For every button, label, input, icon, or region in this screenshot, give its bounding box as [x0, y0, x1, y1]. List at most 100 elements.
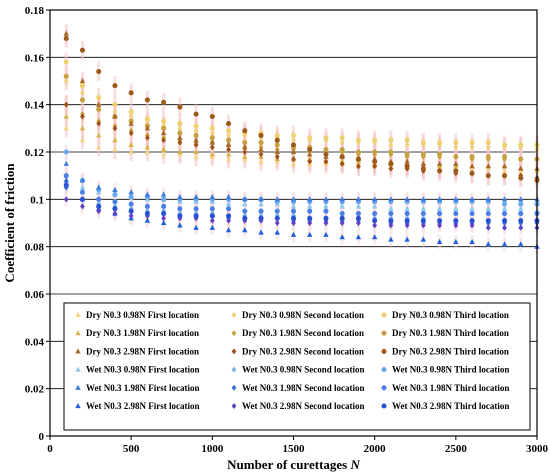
data-point	[128, 113, 134, 120]
data-point	[404, 196, 410, 202]
data-point	[274, 229, 280, 235]
x-tick-label: 2000	[364, 443, 387, 455]
data-point	[63, 30, 69, 36]
data-point	[502, 224, 507, 231]
data-point	[79, 47, 86, 53]
data-point	[404, 163, 410, 169]
data-point	[469, 196, 475, 202]
data-point	[177, 125, 183, 132]
data-point	[518, 205, 524, 211]
data-point	[290, 142, 297, 148]
data-point	[307, 196, 313, 202]
legend-label: Dry N0.3 0.98N Second location	[242, 310, 364, 320]
data-point	[404, 158, 410, 164]
data-point	[193, 193, 199, 200]
data-point	[177, 149, 183, 155]
data-point	[356, 220, 361, 226]
legend-label: Dry N0.3 0.98N Third location	[392, 310, 509, 320]
data-point	[128, 189, 134, 195]
data-point	[355, 196, 362, 202]
data-point	[209, 193, 216, 200]
data-point	[274, 137, 280, 143]
data-point	[79, 137, 86, 143]
data-point	[80, 89, 85, 96]
data-point	[372, 137, 378, 143]
data-point	[258, 201, 264, 207]
data-point	[420, 218, 426, 224]
data-point	[161, 137, 167, 144]
data-point	[258, 132, 264, 138]
data-point	[388, 236, 394, 242]
data-point	[193, 213, 199, 219]
data-point	[177, 104, 183, 110]
data-point	[274, 220, 280, 226]
data-point	[242, 227, 248, 233]
data-point	[469, 205, 475, 211]
data-point	[225, 151, 232, 157]
data-point	[209, 135, 215, 141]
data-point	[339, 154, 345, 160]
data-point	[274, 132, 280, 138]
data-point	[339, 210, 345, 217]
data-point	[323, 231, 329, 237]
x-tick-label: 0	[47, 443, 53, 455]
data-point	[144, 210, 150, 217]
data-point	[436, 205, 443, 211]
data-point	[112, 192, 118, 198]
data-point	[209, 113, 215, 120]
data-point	[63, 125, 69, 131]
data-point	[388, 149, 394, 155]
data-point	[436, 160, 443, 166]
legend-marker	[381, 367, 387, 373]
data-point	[469, 154, 475, 160]
data-point	[79, 196, 86, 202]
data-point	[323, 196, 329, 202]
data-point	[193, 111, 199, 117]
data-point	[144, 116, 150, 122]
data-point	[307, 220, 313, 226]
data-point	[112, 83, 118, 89]
data-point	[339, 215, 345, 221]
data-point	[161, 203, 167, 209]
data-point	[420, 210, 426, 217]
data-point	[404, 218, 410, 224]
data-point	[160, 130, 167, 136]
legend-label: Wet N0.3 0.98N Second location	[242, 365, 365, 375]
data-point	[242, 144, 248, 150]
data-point	[290, 208, 297, 214]
data-point	[226, 137, 232, 143]
data-point	[371, 234, 378, 240]
data-point	[485, 154, 491, 160]
data-point	[193, 132, 199, 138]
data-point	[209, 130, 215, 137]
data-point	[209, 224, 216, 230]
data-point	[144, 217, 151, 223]
data-point	[485, 196, 491, 202]
data-point	[485, 173, 491, 179]
legend-label: Dry N0.3 2.98N Second location	[242, 346, 364, 356]
data-point	[501, 210, 508, 217]
legend-marker	[75, 312, 81, 318]
data-point	[209, 213, 215, 219]
data-point	[339, 234, 345, 240]
data-point	[96, 132, 102, 138]
data-point	[388, 165, 394, 172]
legend-marker	[231, 312, 237, 318]
data-point	[79, 97, 86, 103]
data-point	[96, 203, 102, 209]
data-point	[274, 149, 280, 155]
data-point	[355, 215, 361, 221]
legend-marker	[381, 330, 387, 336]
data-point	[161, 125, 167, 131]
data-point	[437, 168, 443, 174]
data-point	[485, 144, 491, 151]
y-tick-label: 0.08	[25, 242, 45, 254]
data-point	[420, 222, 426, 229]
x-tick-label: 2500	[445, 443, 468, 455]
error-bars	[64, 24, 539, 254]
data-point	[355, 203, 362, 209]
data-point	[404, 151, 410, 157]
data-point	[469, 163, 475, 169]
legend-label: Wet N0.3 0.98N Third location	[392, 365, 509, 375]
data-point	[177, 130, 183, 136]
